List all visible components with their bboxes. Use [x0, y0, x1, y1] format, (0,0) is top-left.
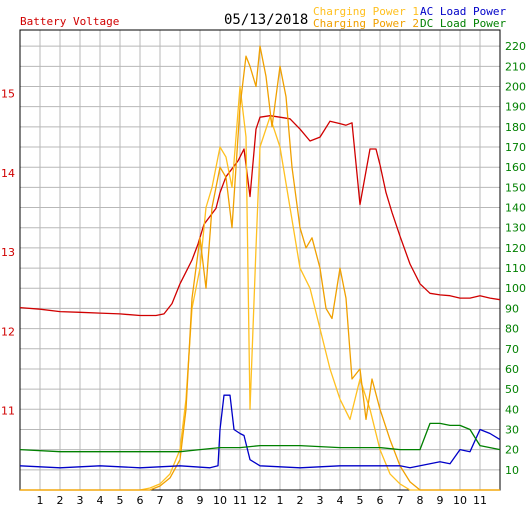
- right-tick-label: 150: [505, 181, 526, 194]
- right-tick-label: 90: [505, 302, 519, 315]
- x-tick-label: 8: [417, 494, 424, 507]
- left-axis-label: Battery Voltage: [20, 15, 119, 28]
- x-tick-label: 10: [213, 494, 227, 507]
- right-tick-label: 10: [505, 464, 519, 477]
- x-tick-label: 2: [57, 494, 64, 507]
- x-tick-label: 4: [97, 494, 104, 507]
- x-tick-label: 7: [397, 494, 404, 507]
- right-tick-label: 100: [505, 282, 526, 295]
- right-axis-ticks: 10 20 30 40 50 60 70 80 90 100 110 120 130 140 150 160 1…: [505, 40, 526, 477]
- charging-power-2-line: [20, 45, 500, 491]
- x-tick-label: 1: [277, 494, 284, 507]
- series-lines: [19, 45, 501, 491]
- right-tick-label: 70: [505, 343, 519, 356]
- x-tick-label: 3: [317, 494, 324, 507]
- x-tick-label: 4: [337, 494, 344, 507]
- x-tick-label: 6: [377, 494, 384, 507]
- charging-power-1-line: [20, 85, 500, 491]
- x-tick-label: 2: [297, 494, 304, 507]
- x-tick-label: 11: [473, 494, 487, 507]
- right-tick-label: 220: [505, 40, 526, 53]
- x-tick-label: 3: [77, 494, 84, 507]
- legend-charging-power-1: Charging Power 1: [313, 5, 419, 18]
- x-tick-label: 8: [177, 494, 184, 507]
- legend-dc-load-power: DC Load Power: [420, 17, 506, 30]
- left-tick-label: 12: [1, 325, 15, 338]
- x-tick-label: 7: [157, 494, 164, 507]
- right-tick-label: 40: [505, 403, 519, 416]
- legend-ac-load-power: AC Load Power: [420, 5, 506, 18]
- left-tick-label: 13: [1, 246, 15, 259]
- x-tick-label: 6: [137, 494, 144, 507]
- right-tick-label: 30: [505, 423, 519, 436]
- right-tick-label: 170: [505, 141, 526, 154]
- right-tick-label: 80: [505, 323, 519, 336]
- x-tick-label: 5: [117, 494, 124, 507]
- legend-charging-power-2: Charging Power 2: [313, 17, 419, 30]
- right-tick-label: 50: [505, 383, 519, 396]
- right-tick-label: 210: [505, 60, 526, 73]
- right-tick-label: 60: [505, 363, 519, 376]
- chart-title: 05/13/2018: [224, 12, 308, 28]
- x-tick-label: 9: [197, 494, 204, 507]
- right-tick-label: 120: [505, 242, 526, 255]
- x-tick-label: 12: [253, 494, 267, 507]
- grid-lines: [20, 30, 500, 490]
- right-tick-label: 110: [505, 262, 526, 275]
- dc-load-power-line: [19, 422, 501, 453]
- right-tick-label: 160: [505, 161, 526, 174]
- plot-frame: [19, 29, 501, 491]
- x-tick-label: 10: [453, 494, 467, 507]
- right-tick-label: 130: [505, 222, 526, 235]
- x-tick-label: 5: [357, 494, 364, 507]
- right-tick-label: 180: [505, 121, 526, 134]
- x-axis-ticks: 1 2 3 4 5 6 7 8 9 10 11 12 1 2 3 4 5 6 7 8 9 10 11: [37, 494, 488, 507]
- ac-load-power-line: [19, 394, 501, 469]
- x-tick-label: 9: [437, 494, 444, 507]
- x-tick-label: 1: [37, 494, 44, 507]
- right-tick-label: 140: [505, 202, 526, 215]
- left-tick-label: 11: [1, 405, 15, 418]
- right-tick-label: 200: [505, 80, 526, 93]
- left-axis-ticks: 11 12 13 14 15: [1, 87, 15, 417]
- left-tick-label: 14: [1, 167, 15, 180]
- left-tick-label: 15: [1, 87, 15, 100]
- right-tick-label: 20: [505, 444, 519, 457]
- right-tick-label: 190: [505, 101, 526, 114]
- battery-voltage-line: [19, 115, 501, 317]
- x-tick-label: 11: [233, 494, 247, 507]
